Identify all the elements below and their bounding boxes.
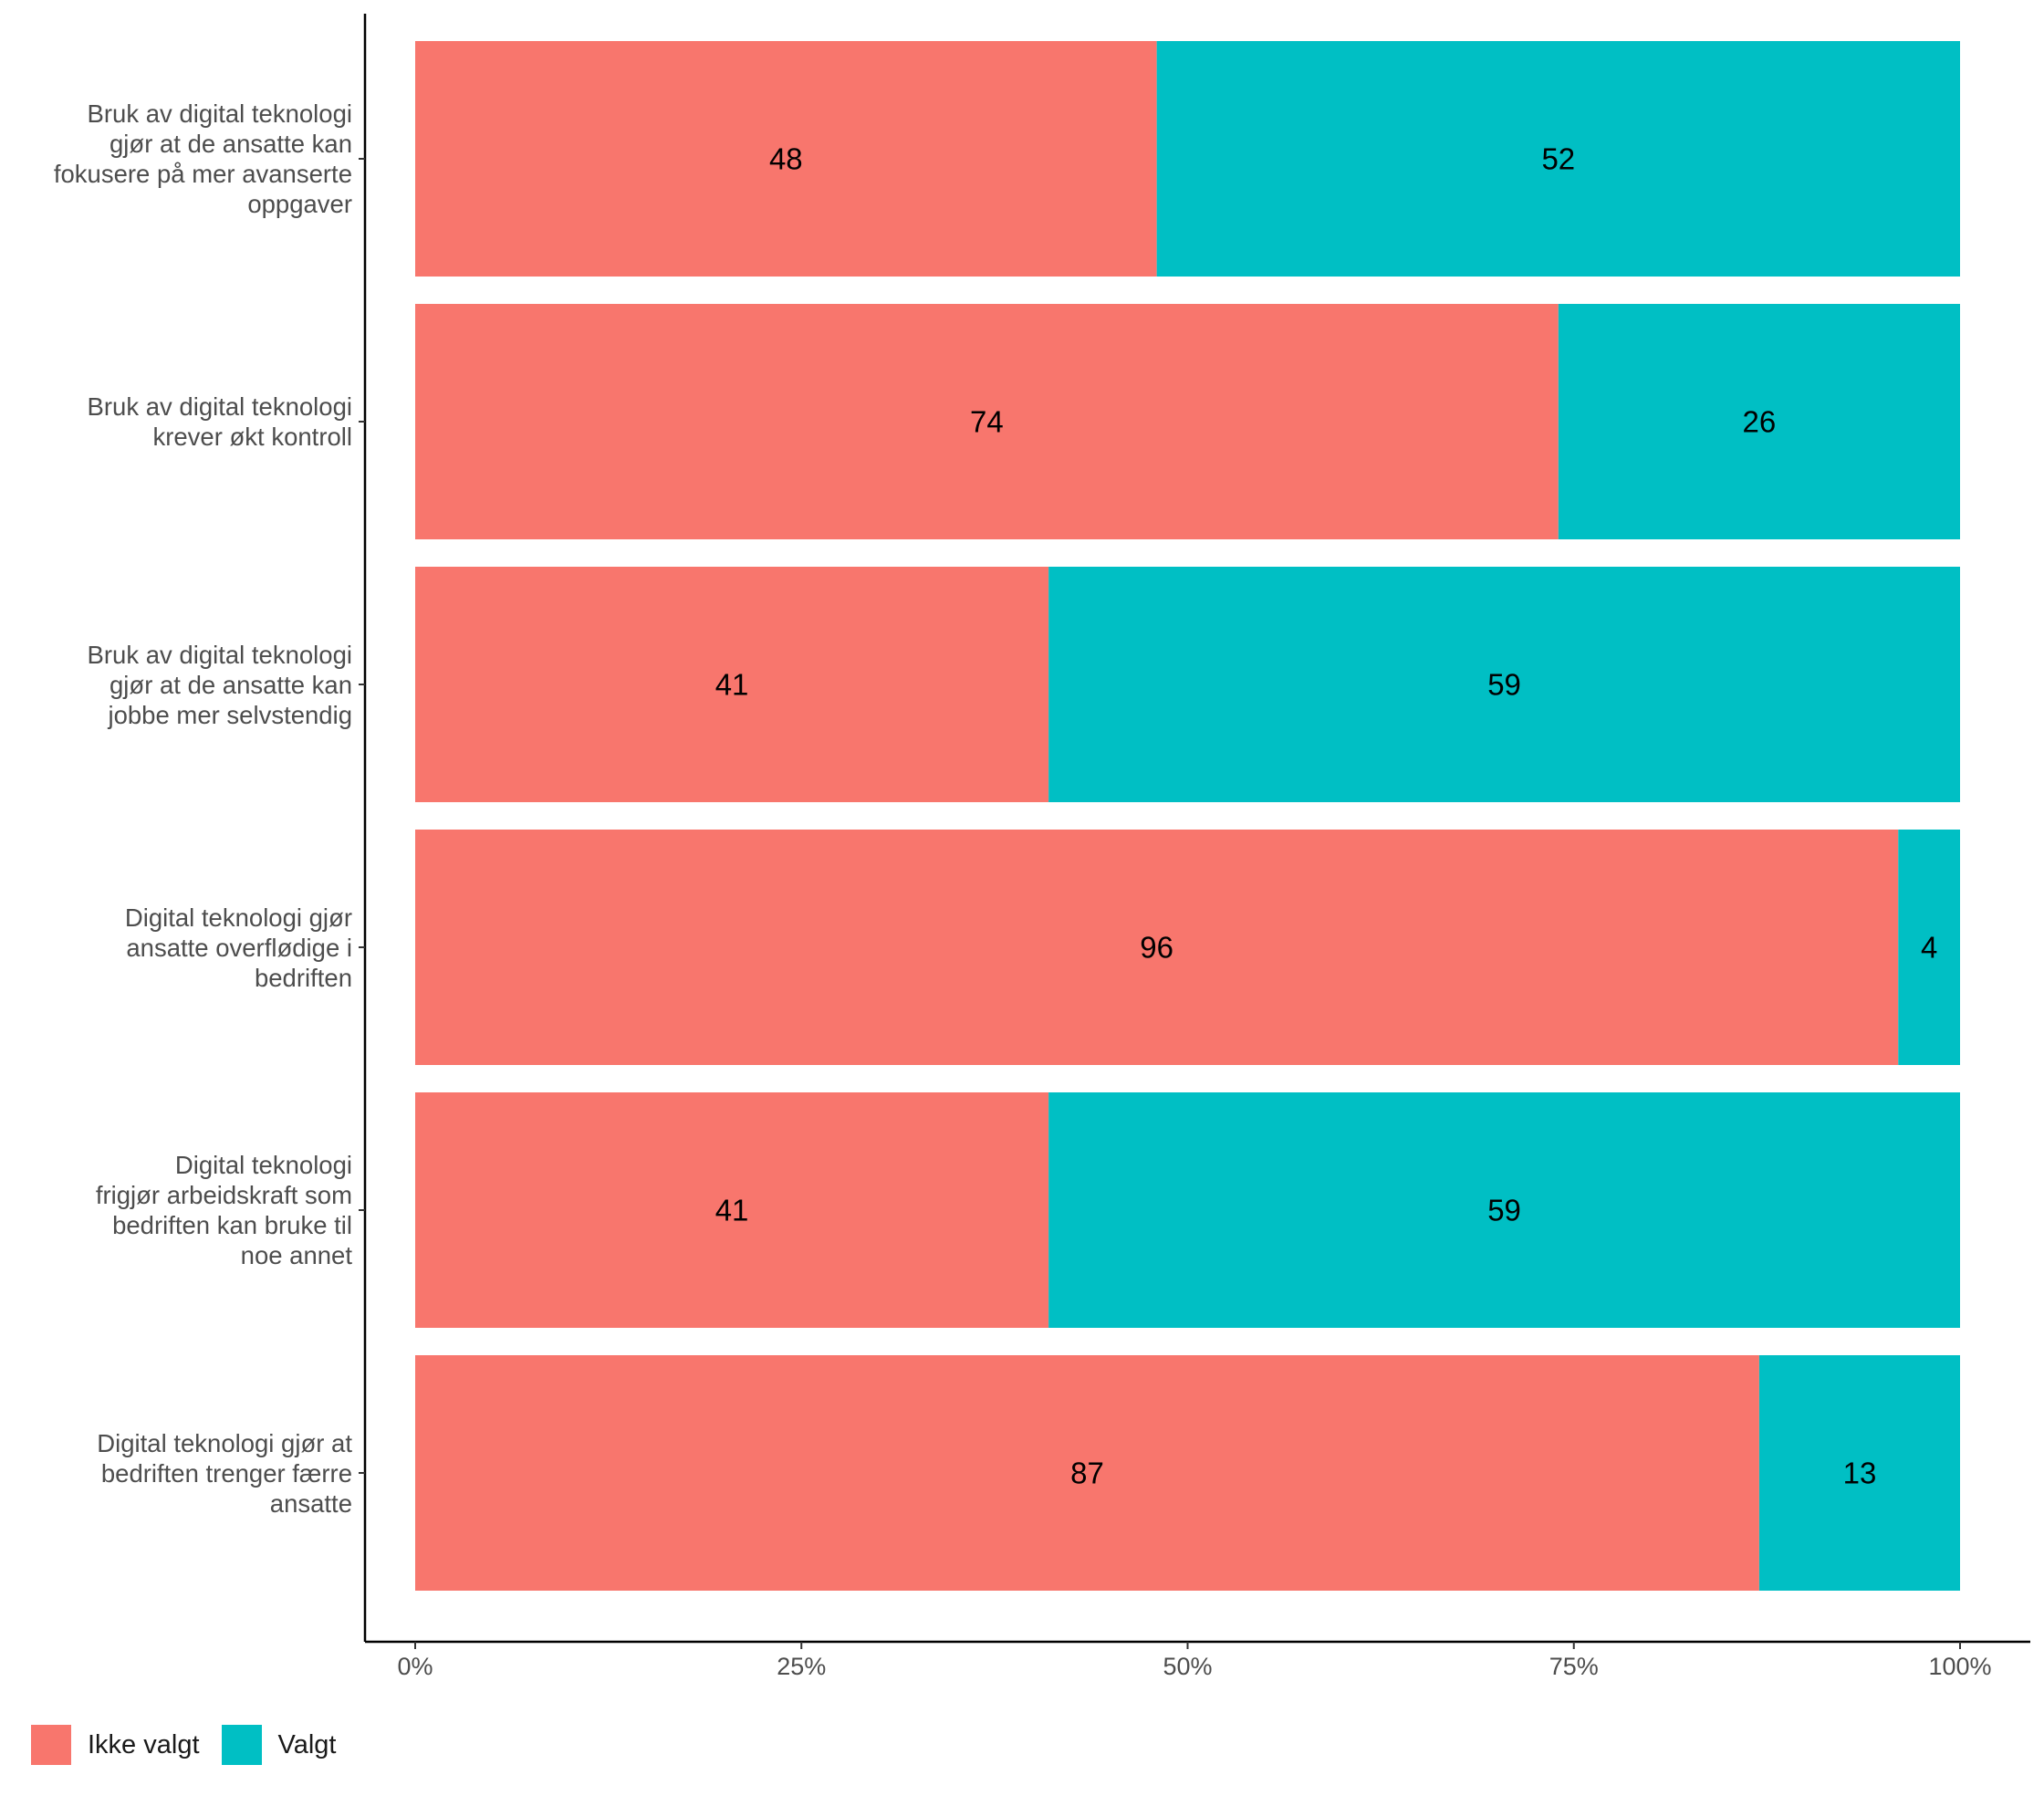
data-label-valgt-1: 26 xyxy=(1743,405,1777,439)
data-label-ikke-valgt-3: 96 xyxy=(1140,931,1173,965)
bar-ikke-valgt-3 xyxy=(415,830,1899,1065)
data-label-valgt-5: 13 xyxy=(1843,1457,1877,1490)
data-label-ikke-valgt-0: 48 xyxy=(769,142,803,176)
category-label-line: Digital teknologi gjør xyxy=(124,903,352,932)
category-label-line: Bruk av digital teknologi xyxy=(87,640,352,669)
legend-item-ikke-valgt: Ikke valgt xyxy=(31,1725,200,1765)
data-label-valgt-3: 4 xyxy=(1921,931,1937,965)
category-label-1: Bruk av digital teknologi krever økt kont… xyxy=(24,392,352,452)
bar-ikke-valgt-4 xyxy=(415,1092,1049,1328)
category-label-line: gjør at de ansatte kan xyxy=(110,670,352,699)
category-label-line: noe annet xyxy=(240,1241,352,1269)
data-label-ikke-valgt-4: 41 xyxy=(715,1194,749,1227)
data-label-ikke-valgt-2: 41 xyxy=(715,668,749,702)
ticks-group: 0% 25% 50% 75% 100% xyxy=(359,158,1992,1680)
bar-valgt-2 xyxy=(1048,567,1960,802)
x-tick-label-4: 100% xyxy=(1928,1653,1991,1680)
x-tick-label-3: 75% xyxy=(1549,1653,1599,1680)
category-label-2: Bruk av digital teknologi gjør at de ansa… xyxy=(24,640,352,730)
legend-swatch-ikke-valgt xyxy=(31,1725,71,1765)
bar-ikke-valgt-2 xyxy=(415,567,1049,802)
category-label-line: bedriften trenger færre xyxy=(100,1458,352,1488)
bar-valgt-0 xyxy=(1156,41,1960,277)
legend: Ikke valgt Valgt xyxy=(31,1725,358,1765)
legend-swatch-valgt xyxy=(221,1725,262,1765)
axes-group xyxy=(363,14,2030,1644)
bar-valgt-3 xyxy=(1898,830,1960,1065)
legend-item-valgt: Valgt xyxy=(221,1725,337,1765)
bars-group xyxy=(415,41,1960,1591)
bar-valgt-5 xyxy=(1758,1355,1960,1591)
category-label-line: jobbe mer selvstendig xyxy=(108,700,352,729)
category-label-line: oppgaver xyxy=(247,190,352,218)
x-tick-label-1: 25% xyxy=(777,1653,826,1680)
category-label-line: ansatte overflødige i xyxy=(126,933,352,962)
data-label-ikke-valgt-5: 87 xyxy=(1070,1457,1104,1490)
category-label-line: Bruk av digital teknologi xyxy=(87,392,352,421)
category-label-3: Digital teknologi gjør ansatte overflødig… xyxy=(24,903,352,993)
bar-ikke-valgt-0 xyxy=(415,41,1157,277)
x-tick-label-0: 0% xyxy=(397,1653,433,1680)
data-label-ikke-valgt-1: 74 xyxy=(970,405,1004,439)
category-label-line: Digital teknologi gjør at xyxy=(97,1428,352,1457)
category-label-line: Digital teknologi xyxy=(174,1151,352,1179)
bar-ikke-valgt-5 xyxy=(415,1355,1759,1591)
legend-label-valgt: Valgt xyxy=(277,1729,337,1759)
bar-valgt-1 xyxy=(1558,304,1960,539)
category-label-line: ansatte xyxy=(269,1488,352,1518)
x-tick-label-2: 50% xyxy=(1163,1653,1212,1680)
category-label-line: Bruk av digital teknologi xyxy=(87,99,352,128)
category-label-line: fokusere på mer avanserte xyxy=(53,160,352,188)
category-label-line: frigjør arbeidskraft som xyxy=(95,1181,352,1209)
bar-valgt-4 xyxy=(1048,1092,1960,1328)
category-label-4: Digital teknologi frigjør arbeidskraft so… xyxy=(24,1150,352,1270)
category-label-line: bedriften xyxy=(254,963,352,992)
data-label-valgt-2: 59 xyxy=(1487,668,1521,702)
category-label-line: krever økt kontroll xyxy=(152,423,352,451)
category-label-5: Digital teknologi gjør at bedriften treng… xyxy=(24,1428,352,1519)
legend-label-ikke-valgt: Ikke valgt xyxy=(88,1729,200,1759)
data-label-valgt-0: 52 xyxy=(1541,142,1575,176)
category-label-0: Bruk av digital teknologi gjør at de ansa… xyxy=(24,99,352,219)
bar-labels-group: 48 52 74 26 41 59 96 4 41 59 87 13 xyxy=(715,142,1938,1490)
bar-ikke-valgt-1 xyxy=(415,304,1559,539)
category-label-line: gjør at de ansatte kan xyxy=(110,130,352,158)
data-label-valgt-4: 59 xyxy=(1487,1194,1521,1227)
category-label-line: bedriften kan bruke til xyxy=(112,1211,352,1239)
